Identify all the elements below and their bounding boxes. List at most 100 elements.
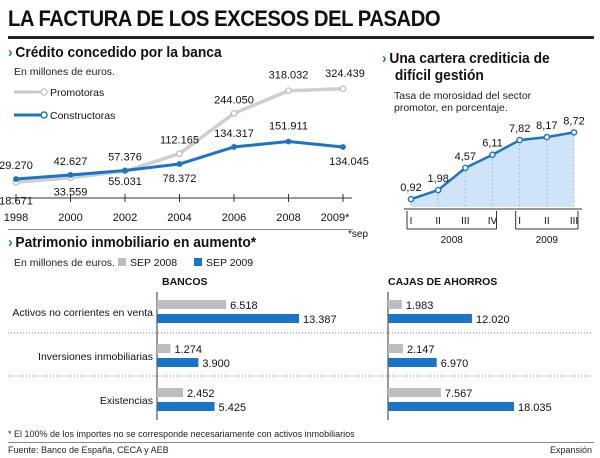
patrimonio-title-text: Patrimonio inmobiliario en aumento: [15, 234, 251, 251]
morosidad-point: [407, 195, 415, 203]
morosidad-quarter-label: I: [410, 216, 413, 227]
legend-swatch-sep-2009: [194, 258, 202, 266]
constructoras-data-label: 78.372: [163, 173, 197, 185]
morosidad-title-line-2: difícil gestión: [394, 67, 484, 84]
patrimonio-title-mark: *: [250, 234, 257, 251]
legend-marker: [40, 88, 48, 96]
constructoras-data-label: 134.317: [214, 128, 254, 140]
constructoras-point: [340, 144, 346, 150]
constructoras-data-label: 42.627: [54, 156, 88, 168]
morosidad-year-label: 2008: [441, 235, 464, 246]
credit-x-note: *sep: [348, 229, 368, 240]
morosidad-data-label: 8,72: [563, 115, 584, 127]
promotoras-point: [285, 87, 292, 95]
bar-sep-2009: [388, 358, 437, 367]
morosidad-point: [434, 186, 442, 194]
morosidad-subtitle: Tasa de morosidad del sector promotor, en…: [394, 90, 531, 114]
promotoras-data-label: 33.559: [54, 187, 88, 199]
bar-sep-2008: [157, 300, 227, 309]
credit-chart-title-text: Crédito concedido por la banca: [15, 44, 222, 61]
morosidad-title-line-1: Una cartera crediticia de: [389, 50, 550, 67]
credit: Expansión: [549, 445, 592, 455]
promotoras-data-label: 318.032: [269, 70, 309, 82]
constructoras-point: [231, 144, 237, 150]
constructoras-data-label: 57.376: [108, 151, 142, 163]
bar-sep-2008: [388, 388, 441, 397]
morosidad-data-label: 7,82: [509, 123, 530, 135]
morosidad-subtitle-line-2: promotor, en porcentaje.: [394, 102, 508, 114]
legend-label-sep-2008: SEP 2008: [130, 257, 177, 269]
category-label: Existencias: [100, 395, 153, 407]
bar-data-label: 12.020: [476, 314, 510, 326]
bar-sep-2009: [157, 402, 215, 411]
morosidad-quarter-label: III: [570, 216, 578, 227]
bar-data-label: 1.983: [406, 300, 434, 312]
morosidad-data-label: 8,17: [536, 120, 557, 132]
morosidad-quarter-label: II: [544, 216, 550, 227]
morosidad-quarter-label: III: [461, 216, 469, 227]
bar-sep-2008: [388, 344, 403, 353]
promotoras-data-label: 55.031: [108, 176, 142, 188]
page-title: LA FACTURA DE LOS EXCESOS DEL PASADO: [8, 6, 441, 31]
credit-chart-subtitle: En millones de euros.: [14, 66, 115, 78]
legend-marker: [40, 111, 48, 119]
promotoras-data-label: 18.671: [0, 195, 33, 207]
bar-sep-2008: [157, 388, 184, 397]
constructoras-point: [67, 172, 74, 178]
bar-sep-2009: [157, 314, 299, 323]
credit-x-tick-label: 2009*: [321, 212, 350, 224]
promotoras-point: [176, 150, 183, 158]
bar-sep-2009: [157, 358, 199, 367]
constructoras-data-label: 151.911: [269, 121, 308, 133]
arrow-icon: ›: [8, 44, 13, 61]
bar-data-label: 7.567: [445, 388, 473, 400]
promotoras-data-label: 244.050: [214, 94, 254, 106]
bar-data-label: 1.274: [175, 344, 203, 356]
constructoras-data-label: 134.045: [329, 156, 369, 168]
title-rule: [8, 36, 594, 39]
credit-x-tick-label: 2006: [222, 212, 246, 224]
bar-data-label: 6.518: [230, 300, 258, 312]
morosidad-point: [570, 129, 578, 136]
category-label: Activos no corrientes en venta: [12, 307, 153, 319]
legend-label-promotoras: Promotoras: [50, 87, 104, 99]
morosidad-area-fill: [411, 132, 574, 207]
morosidad-quarter-label: II: [435, 216, 441, 227]
patrimonio-subtitle: En millones de euros.: [14, 257, 115, 269]
morosidad-data-label: 1,98: [427, 173, 448, 185]
legend-label-constructoras: Constructoras: [50, 110, 115, 122]
morosidad-point: [543, 133, 551, 141]
patrimonio-chart-title: › Patrimonio inmobiliario en aumento*: [8, 234, 256, 251]
morosidad-data-label: 4,57: [455, 151, 476, 163]
legend-label-sep-2009: SEP 2009: [206, 257, 253, 269]
constructoras-point: [285, 138, 292, 145]
morosidad-point: [462, 164, 469, 172]
promotoras-point: [230, 109, 238, 117]
morosidad-year-label: 2009: [536, 235, 559, 246]
bar-data-label: 18.035: [518, 402, 552, 414]
bar-data-label: 2.147: [407, 344, 435, 356]
bar-data-label: 2.452: [187, 388, 215, 400]
morosidad-quarter-label: I: [518, 216, 521, 227]
promotoras-data-label: 112.165: [160, 135, 199, 147]
bar-sep-2009: [388, 402, 514, 411]
arrow-icon: ›: [382, 50, 387, 67]
credit-chart-title: › Crédito concedido por la banca: [8, 44, 222, 61]
panel-header: CAJAS DE AHORROS: [388, 276, 497, 288]
credit-x-tick-label: 2004: [167, 212, 191, 224]
morosidad-data-label: 6,11: [482, 138, 503, 150]
morosidad-chart-title: › Una cartera crediticia de difícil gestió…: [382, 50, 550, 84]
panel-header: BANCOS: [162, 276, 208, 288]
promotoras-point: [339, 85, 347, 93]
arrow-icon: ›: [8, 234, 13, 251]
morosidad-point: [516, 136, 523, 144]
section-divider: [8, 229, 353, 230]
bar-data-label: 13.387: [303, 314, 337, 326]
footer-rule: [8, 442, 594, 443]
bar-data-label: 5.425: [219, 402, 247, 414]
bar-sep-2008: [388, 300, 402, 309]
bar-data-label: 3.900: [202, 358, 230, 370]
